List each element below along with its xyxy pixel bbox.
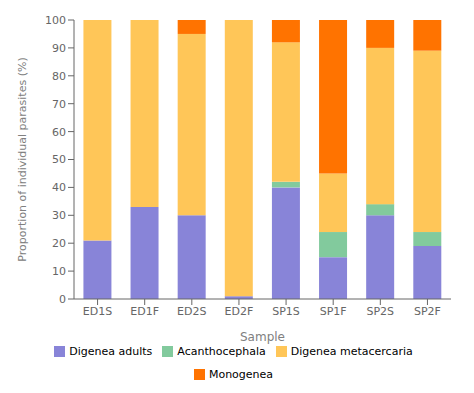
svg-text:20: 20	[52, 237, 66, 250]
svg-text:0: 0	[59, 293, 66, 306]
svg-text:80: 80	[52, 70, 66, 83]
html-text:Monogenea: Monogenea	[208, 368, 274, 381]
svg-text:10: 10	[52, 265, 66, 278]
svg-text:100: 100	[45, 14, 66, 27]
svg-text:SP1F: SP1F	[320, 305, 347, 318]
svg-text:50: 50	[52, 153, 66, 166]
svg-text:SP2S: SP2S	[367, 305, 395, 318]
html-text:Digenea metacercaria: Digenea metacercaria	[290, 345, 413, 358]
svg-text:ED1F: ED1F	[130, 305, 159, 318]
svg-text:SP2F: SP2F	[414, 305, 441, 318]
svg-text:70: 70	[52, 98, 66, 111]
svg-text:ED2F: ED2F	[225, 305, 254, 318]
svg-text:SP1S: SP1S	[272, 305, 300, 318]
svg-text:ED2S: ED2S	[177, 305, 206, 318]
svg-text:40: 40	[52, 181, 66, 194]
svg-text:60: 60	[52, 126, 66, 139]
svg-text:30: 30	[52, 209, 66, 222]
svg-text:Proportion of individual paras: Proportion of individual parasites (%)	[16, 57, 29, 261]
svg-text:Sample: Sample	[240, 330, 285, 344]
html-text:Digenea adults: Digenea adults	[69, 345, 153, 358]
svg-text:ED1S: ED1S	[83, 305, 112, 318]
html-text:Acanthocephala: Acanthocephala	[177, 345, 266, 358]
svg-text:90: 90	[52, 42, 66, 55]
